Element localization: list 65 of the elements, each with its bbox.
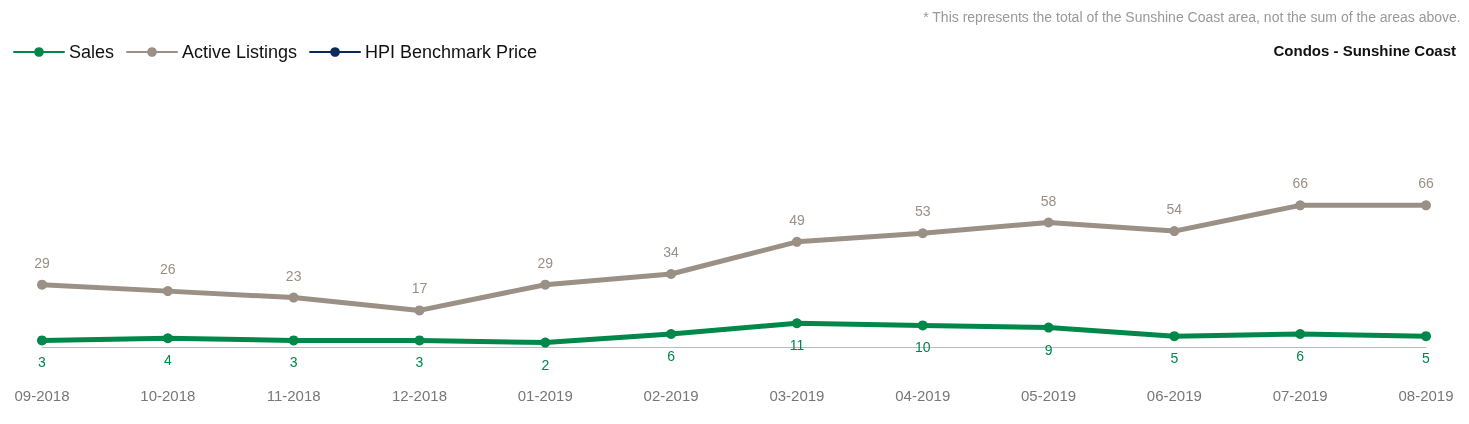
data-label: 6: [667, 348, 676, 364]
point: [1169, 331, 1180, 342]
point: [791, 236, 802, 247]
point: [1421, 200, 1431, 211]
x-tick-label: 10-2018: [140, 387, 196, 404]
data-label: 34: [663, 243, 680, 260]
legend-label: Active Listings: [182, 42, 298, 62]
data-label: 3: [38, 354, 47, 371]
point: [288, 292, 299, 303]
x-tick-label: 04-2019: [895, 387, 951, 404]
data-label: 2: [541, 356, 550, 373]
point: [162, 333, 173, 344]
data-label: 3: [415, 354, 424, 371]
x-tick-label: 01-2019: [517, 387, 573, 404]
x-tick-label: 08-2019: [1398, 387, 1454, 404]
data-label: 26: [160, 261, 176, 278]
point: [1421, 331, 1431, 342]
legend-label: HPI Benchmark Price: [365, 42, 538, 62]
point: [1295, 329, 1306, 339]
data-label: 4: [163, 352, 172, 369]
point: [288, 335, 299, 346]
data-label: 5: [1170, 350, 1179, 367]
data-label: 5: [1422, 350, 1431, 367]
data-label: 54: [1166, 201, 1183, 218]
x-tick-label: 07-2019: [1272, 387, 1328, 404]
x-tick-label: 03-2019: [769, 387, 825, 404]
point: [414, 305, 425, 316]
data-label: 10: [914, 339, 931, 356]
point: [540, 337, 551, 348]
point: [666, 268, 677, 279]
data-label: 29: [34, 254, 50, 271]
data-label: 17: [411, 280, 428, 297]
data-label: 49: [789, 211, 805, 228]
data-label: 9: [1044, 341, 1053, 358]
data-label: 11: [789, 337, 805, 354]
chart-title: Condos - Sunshine Coast: [1273, 42, 1457, 59]
point: [791, 318, 802, 329]
data-label: 3: [289, 354, 298, 371]
point: [666, 329, 677, 339]
point: [37, 279, 47, 290]
text: * This represents the total of the Sunshine Coast area, not the sum of the areas above.: [923, 9, 1461, 25]
data-label: 53: [914, 203, 931, 220]
point: [414, 335, 425, 346]
x-tick-label: 06-2019: [1146, 387, 1202, 404]
data-label: 23: [285, 267, 302, 284]
x-tick-label: 02-2019: [643, 387, 699, 404]
data-label: 66: [1418, 175, 1434, 192]
data-label: 29: [537, 254, 554, 271]
legend-label: Sales: [69, 42, 115, 62]
point: [917, 228, 928, 239]
data-label: 6: [1296, 348, 1305, 364]
x-tick-label: 09-2018: [14, 387, 70, 404]
point: [917, 320, 928, 331]
point: [1169, 226, 1180, 237]
x-tick-label: 05-2019: [1021, 387, 1077, 404]
point: [1043, 217, 1054, 228]
x-tick-label: 11-2018: [266, 387, 321, 404]
point: [162, 286, 173, 297]
point: [37, 335, 47, 346]
point: [540, 279, 551, 290]
data-label: 66: [1292, 175, 1309, 192]
x-tick-label: 12-2018: [391, 387, 447, 404]
point: [1043, 322, 1054, 333]
data-label: 58: [1040, 192, 1057, 209]
point: [1295, 200, 1306, 211]
